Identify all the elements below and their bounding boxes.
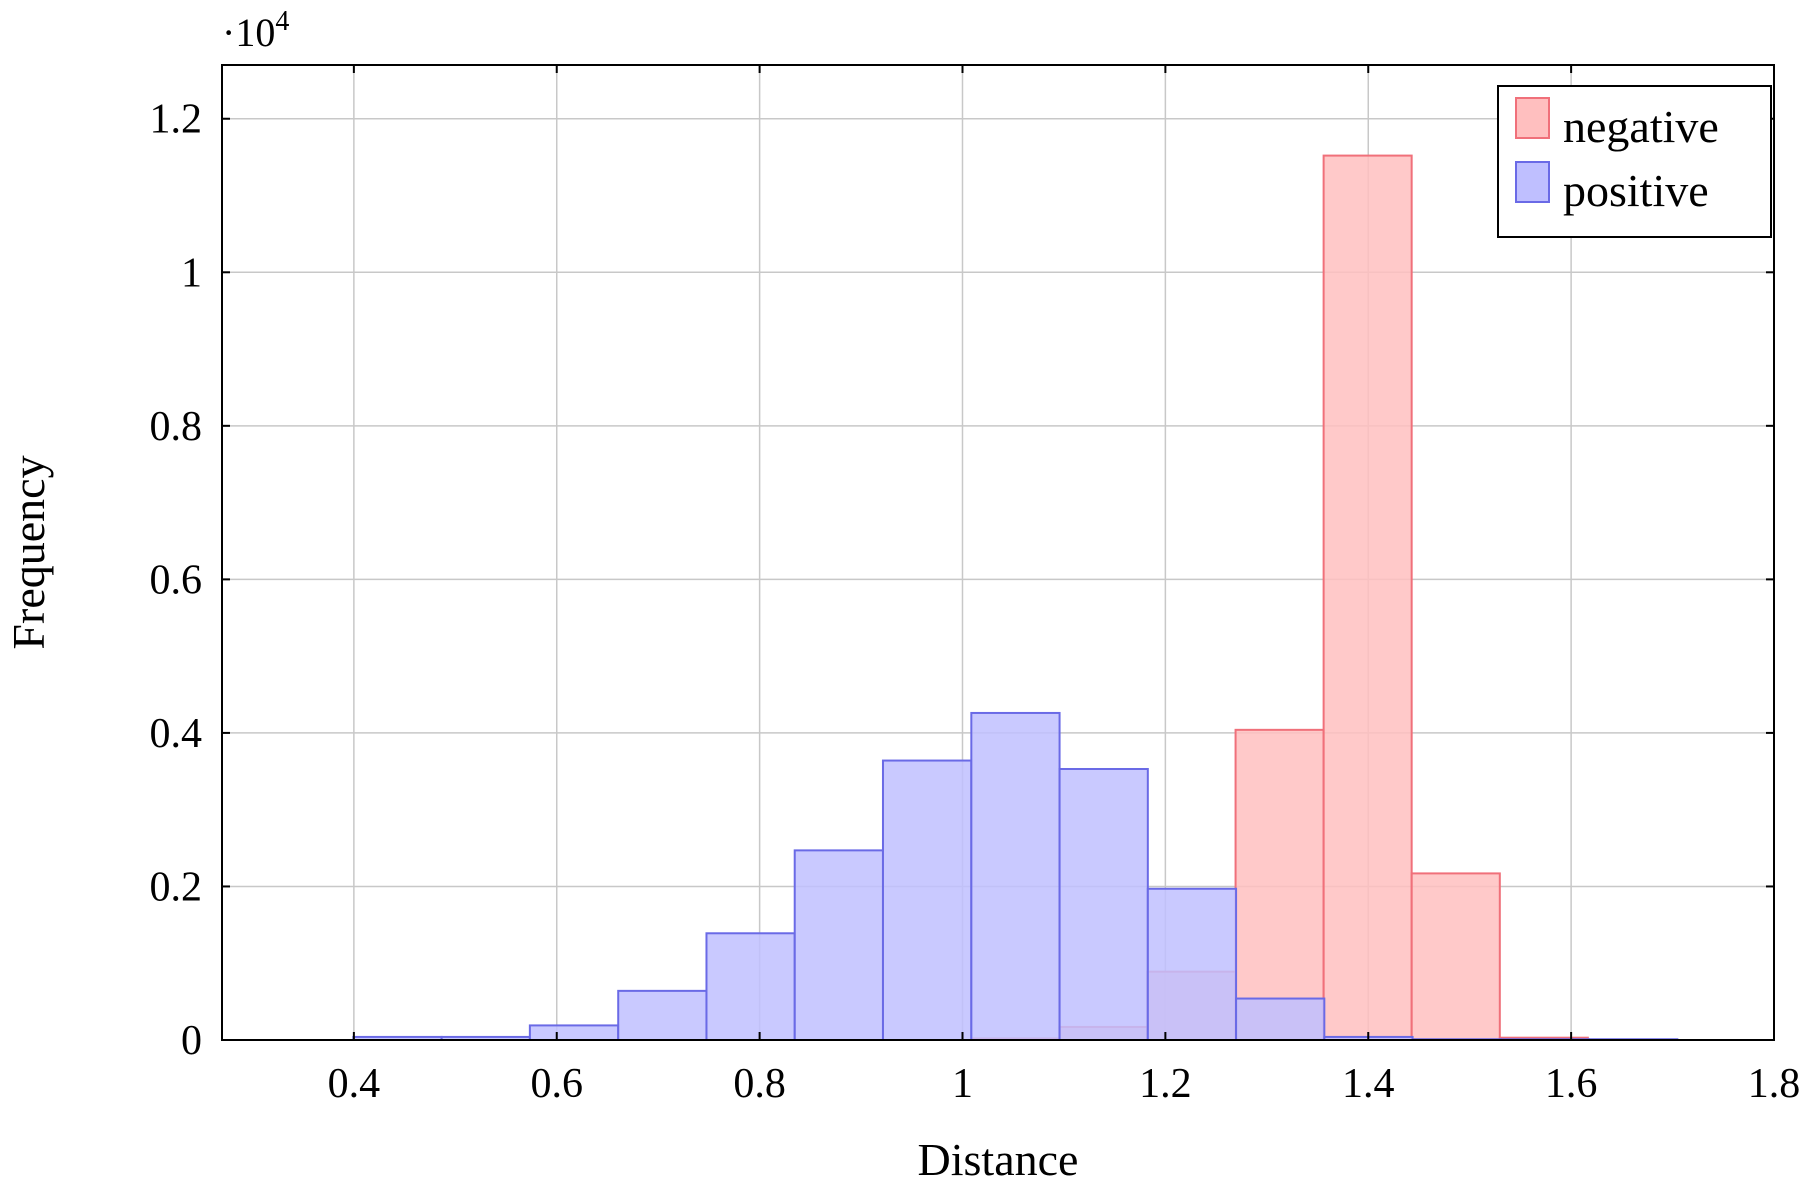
tick-labels: 0.4 0.6 0.8 1 1.2 1.4 1.6 1.8 0 0.2 0.4 0.6 0.8 1 1.2 <box>150 97 1801 1107</box>
legend-swatch-negative <box>1515 97 1550 139</box>
histogram-bar-negative <box>1410 872 1501 1041</box>
x-tick-label: 0.4 <box>328 1061 381 1107</box>
y-axis-multiplier: ·104 <box>222 6 289 55</box>
x-tick-label: 1.2 <box>1139 1061 1192 1107</box>
y-tick-label: 0.6 <box>150 557 203 603</box>
legend-label-negative: negative <box>1563 101 1719 152</box>
legend-swatch-positive <box>1515 161 1550 203</box>
histogram-bar-positive <box>528 1024 620 1041</box>
histogram-bar-positive <box>793 849 884 1042</box>
bars <box>352 154 1679 1042</box>
histogram-bar-negative <box>1234 728 1325 1041</box>
x-tick-label: 0.6 <box>530 1061 583 1107</box>
multiplier-base: ·10 <box>222 10 275 55</box>
y-tick-label: 1 <box>181 250 202 296</box>
histogram-bar-positive <box>617 989 708 1042</box>
histogram-bar-positive <box>705 932 796 1042</box>
y-tick-label: 0.2 <box>150 864 203 910</box>
legend: negative positive <box>1497 85 1772 238</box>
histogram-bar-positive <box>1235 997 1326 1042</box>
histogram-bar-positive <box>881 759 973 1042</box>
histogram-bar-positive <box>1058 767 1149 1041</box>
axis-frame <box>221 64 1775 1041</box>
y-tick-label: 0.8 <box>150 404 203 450</box>
y-tick-label: 0 <box>181 1018 202 1064</box>
x-axis-label: Distance <box>918 1134 1079 1183</box>
x-tick-label: 0.8 <box>733 1061 786 1107</box>
x-tick-label: 1.8 <box>1748 1061 1801 1107</box>
ticks <box>222 65 1775 1041</box>
histogram-bar-negative <box>1322 154 1413 1041</box>
multiplier-exponent: 4 <box>275 6 289 37</box>
x-tick-label: 1 <box>952 1061 973 1107</box>
legend-label-positive: positive <box>1563 165 1709 216</box>
x-tick-label: 1.6 <box>1545 1061 1598 1107</box>
y-tick-label: 0.4 <box>150 711 203 757</box>
histogram-bar-positive <box>970 711 1061 1041</box>
y-tick-label: 1.2 <box>150 97 203 143</box>
x-tick-label: 1.4 <box>1342 1061 1395 1107</box>
y-axis-label: Frequency <box>3 455 54 649</box>
histogram-bar-positive <box>1146 887 1238 1041</box>
